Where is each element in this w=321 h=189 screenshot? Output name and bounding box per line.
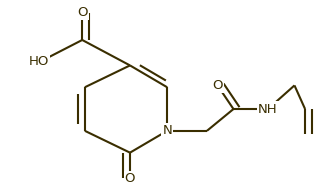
Text: O: O xyxy=(77,6,88,19)
Text: NH: NH xyxy=(258,103,278,115)
Text: HO: HO xyxy=(28,55,49,68)
Text: N: N xyxy=(162,124,172,137)
Text: O: O xyxy=(125,172,135,185)
Text: O: O xyxy=(212,79,223,92)
